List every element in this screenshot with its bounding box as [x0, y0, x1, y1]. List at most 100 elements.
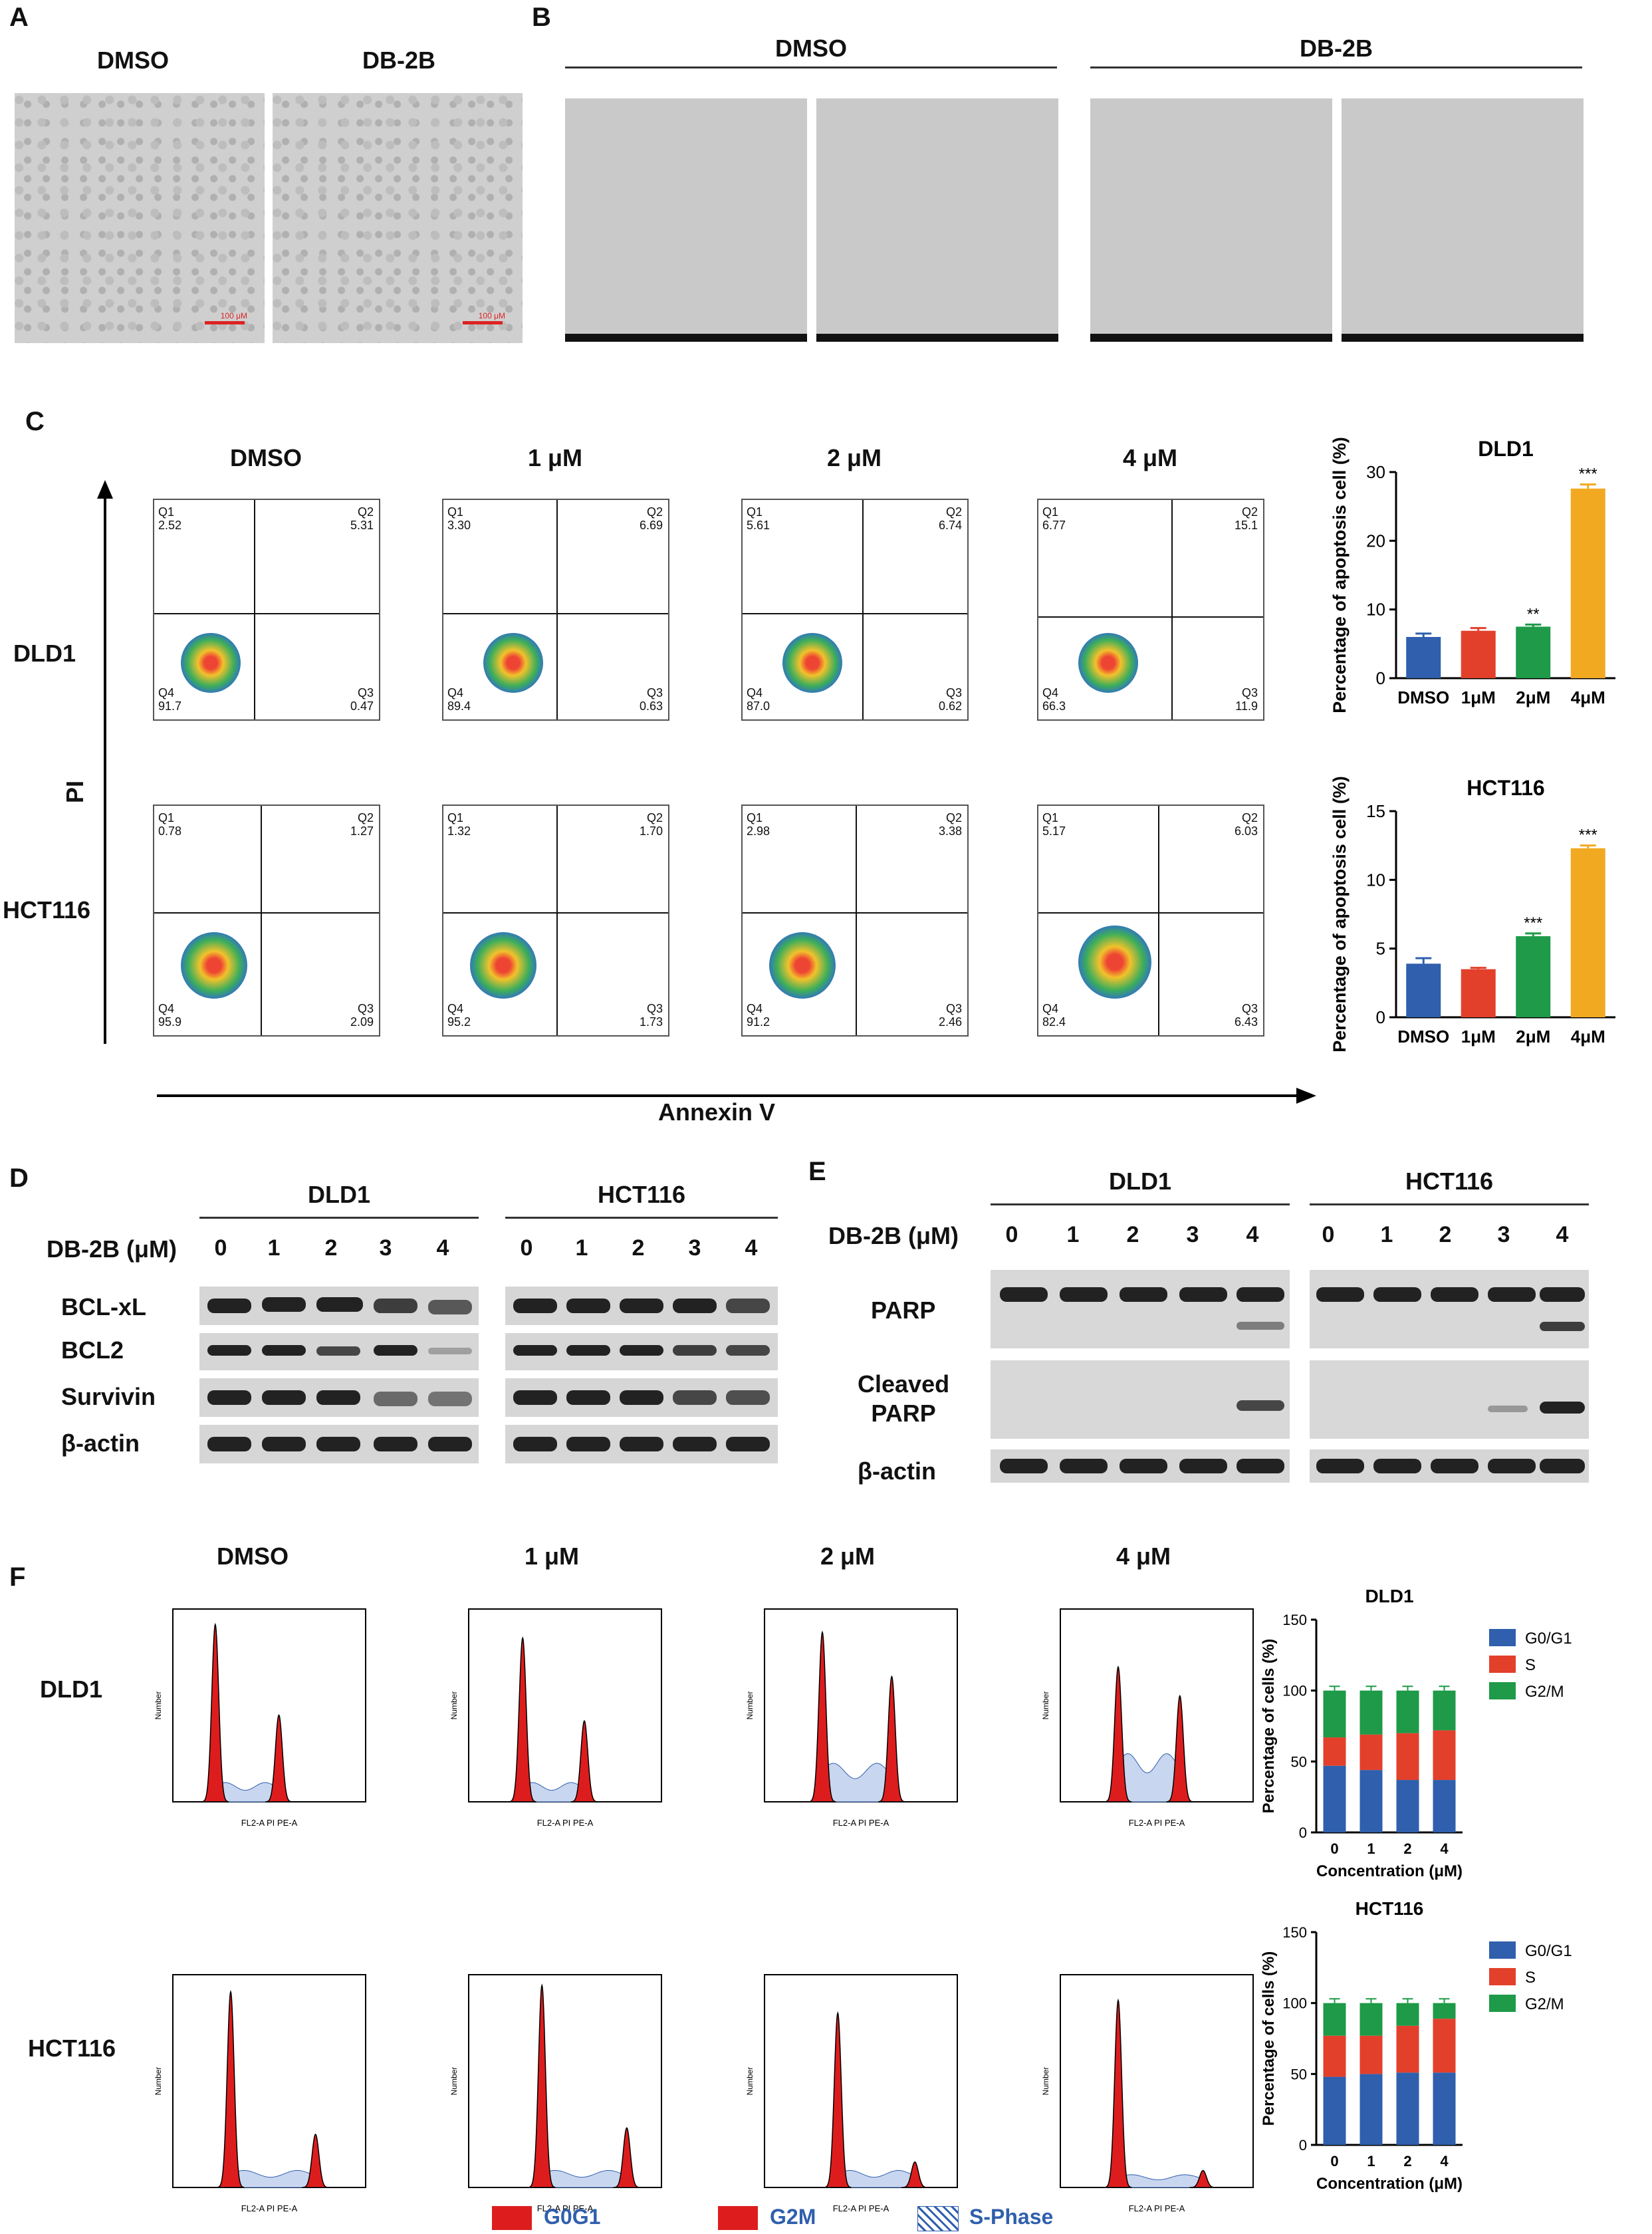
legend-label: G0/G1: [1525, 1942, 1572, 1960]
x-tick-label: DMSO: [1397, 687, 1449, 707]
stacked-bar-segment: [1396, 1690, 1419, 1733]
bar: [1461, 630, 1496, 678]
lane-label: 0: [520, 1235, 533, 1261]
x-tick-label: 0: [1330, 1840, 1338, 1857]
bar: [1461, 969, 1496, 1017]
hist-row-dld1: DLD1: [40, 1676, 103, 1703]
lane-label: 1: [575, 1235, 588, 1261]
x-tick-label: 1μM: [1461, 1027, 1496, 1047]
stacked-bar-segment: [1396, 1733, 1419, 1781]
g2m-peak: [1189, 2170, 1217, 2188]
protein-label-survivin: Survivin: [61, 1383, 156, 1410]
stacked-bar-segment: [1433, 1780, 1456, 1832]
g2m-peak: [302, 2133, 329, 2188]
legend-swatch-sphase: [917, 2206, 959, 2231]
legend-swatch: [1489, 1656, 1516, 1673]
blot-strip: [1310, 1270, 1589, 1348]
legend-swatch: [1489, 1968, 1516, 1985]
y-axis-label: Number: [745, 2067, 755, 2096]
lane-label: 4: [1246, 1222, 1259, 1247]
x-tick-label: 4: [1440, 1840, 1449, 1857]
cell-cycle-histogram: FL2-A PI PE-A Number: [154, 1608, 366, 1828]
x-tick-label: 1: [1367, 1840, 1375, 1857]
g0g1-peak: [509, 1636, 536, 1802]
legend-swatch: [1489, 1941, 1516, 1959]
blot-strip: [991, 1449, 1290, 1483]
x-axis-label: FL2-A PI PE-A: [833, 2203, 889, 2213]
hist-col-dmso: DMSO: [217, 1543, 289, 1570]
x-tick-label: 1: [1367, 2153, 1375, 2170]
annexin-arrow-head: [1296, 1088, 1316, 1104]
chart-title: DLD1: [1478, 437, 1534, 461]
histogram-frame: [172, 1608, 366, 1802]
cell-cycle-histogram: FL2-A PI PE-A Number: [449, 1608, 662, 1828]
blot-strip: [199, 1378, 479, 1417]
y-axis-label: Number: [745, 1691, 755, 1720]
stacked-bar-segment: [1433, 1730, 1456, 1781]
blot-strip: [505, 1378, 778, 1417]
lane-label: 1: [1066, 1222, 1080, 1247]
y-tick-label: 0: [1299, 2137, 1307, 2154]
bracket-line-dmso: [565, 66, 1057, 68]
y-axis-label: Percentage of apoptosis cell (%): [1330, 437, 1350, 713]
bracket-line: [505, 1217, 778, 1219]
lane-label: 4: [436, 1235, 449, 1261]
y-axis-label: Percentage of cells (%): [1260, 1639, 1278, 1814]
significance-marker: ***: [1579, 465, 1597, 483]
panel-d-cellline-hct116: HCT116: [597, 1181, 686, 1208]
bar: [1406, 963, 1441, 1017]
legend-swatch: [1489, 1629, 1516, 1646]
bar: [1516, 626, 1551, 678]
x-tick-label: 4μM: [1571, 687, 1605, 707]
cell-cycle-chart-hct116: HCT116 Percentage of cells (%) 0 50 100 150 0 1…: [1260, 1898, 1572, 2193]
x-tick-label: 2μM: [1516, 687, 1550, 707]
g0g1-peak: [1104, 1998, 1132, 2188]
tem-image-db2b-2: [1342, 98, 1584, 342]
hist-col-4um: 4 μM: [1116, 1543, 1171, 1570]
y-axis-label: Number: [1041, 2067, 1050, 2096]
x-axis-label: FL2-A PI PE-A: [1129, 2203, 1185, 2213]
y-tick-label: 5: [1376, 939, 1385, 959]
g0g1-peak: [201, 1622, 229, 1802]
bracket-line: [199, 1217, 479, 1219]
lane-label: 0: [1322, 1222, 1335, 1247]
cell-cycle-histogram: FL2-A PI PE-A Number: [154, 1974, 366, 2213]
x-tick-label: 4: [1440, 2153, 1449, 2170]
facs-plot: Q1 5.17 Q2 6.03 Q4 82.4 Q3 6.43: [1037, 805, 1264, 1037]
facs-row-hct116: HCT116: [3, 896, 91, 924]
bar: [1570, 848, 1605, 1017]
lane-label: 1: [267, 1235, 281, 1261]
bracket-line: [1310, 1203, 1589, 1205]
x-tick-label: 0: [1330, 2153, 1338, 2170]
stacked-bar-segment: [1359, 2074, 1383, 2145]
lane-label: 2: [1126, 1222, 1139, 1247]
x-axis-label: FL2-A PI PE-A: [1129, 1818, 1185, 1828]
lane-label: 2: [632, 1235, 645, 1261]
legend-label-g0g1: G0G1: [544, 2205, 601, 2229]
stacked-bar-segment: [1323, 1765, 1346, 1832]
micrograph-dmso: 100 μM: [15, 93, 265, 343]
panel-d-label: D: [9, 1164, 29, 1193]
y-tick-label: 50: [1291, 1753, 1307, 1770]
scale-bar: [205, 321, 245, 324]
x-axis-label: Concentration (μM): [1316, 1862, 1463, 1880]
stacked-bar-segment: [1323, 1737, 1346, 1766]
bar: [1406, 637, 1441, 678]
legend-label-sphase: S-Phase: [969, 2205, 1054, 2229]
facs-col-4um: 4 μM: [1122, 444, 1178, 471]
panel-e-label: E: [808, 1157, 826, 1186]
blot-strip: [505, 1333, 778, 1370]
panel-b-title-dmso: DMSO: [775, 35, 847, 62]
x-axis-label: FL2-A PI PE-A: [241, 1818, 298, 1828]
protein-label-actin: β-actin: [858, 1457, 936, 1485]
chart-title: DLD1: [1365, 1586, 1413, 1606]
blot-strip: [1310, 1449, 1589, 1483]
y-axis-label: Number: [154, 1691, 163, 1720]
g0g1-peak: [808, 1630, 836, 1802]
y-tick-label: 50: [1291, 2066, 1307, 2082]
y-tick-label: 0: [1376, 668, 1385, 688]
g0g1-peak: [824, 2011, 852, 2188]
significance-marker: ***: [1579, 826, 1597, 844]
facs-plot: Q1 2.52 Q2 5.31 Q4 91.7 Q3 0.47: [153, 499, 380, 721]
panel-e-treatment-label: DB-2B (μM): [828, 1222, 959, 1249]
